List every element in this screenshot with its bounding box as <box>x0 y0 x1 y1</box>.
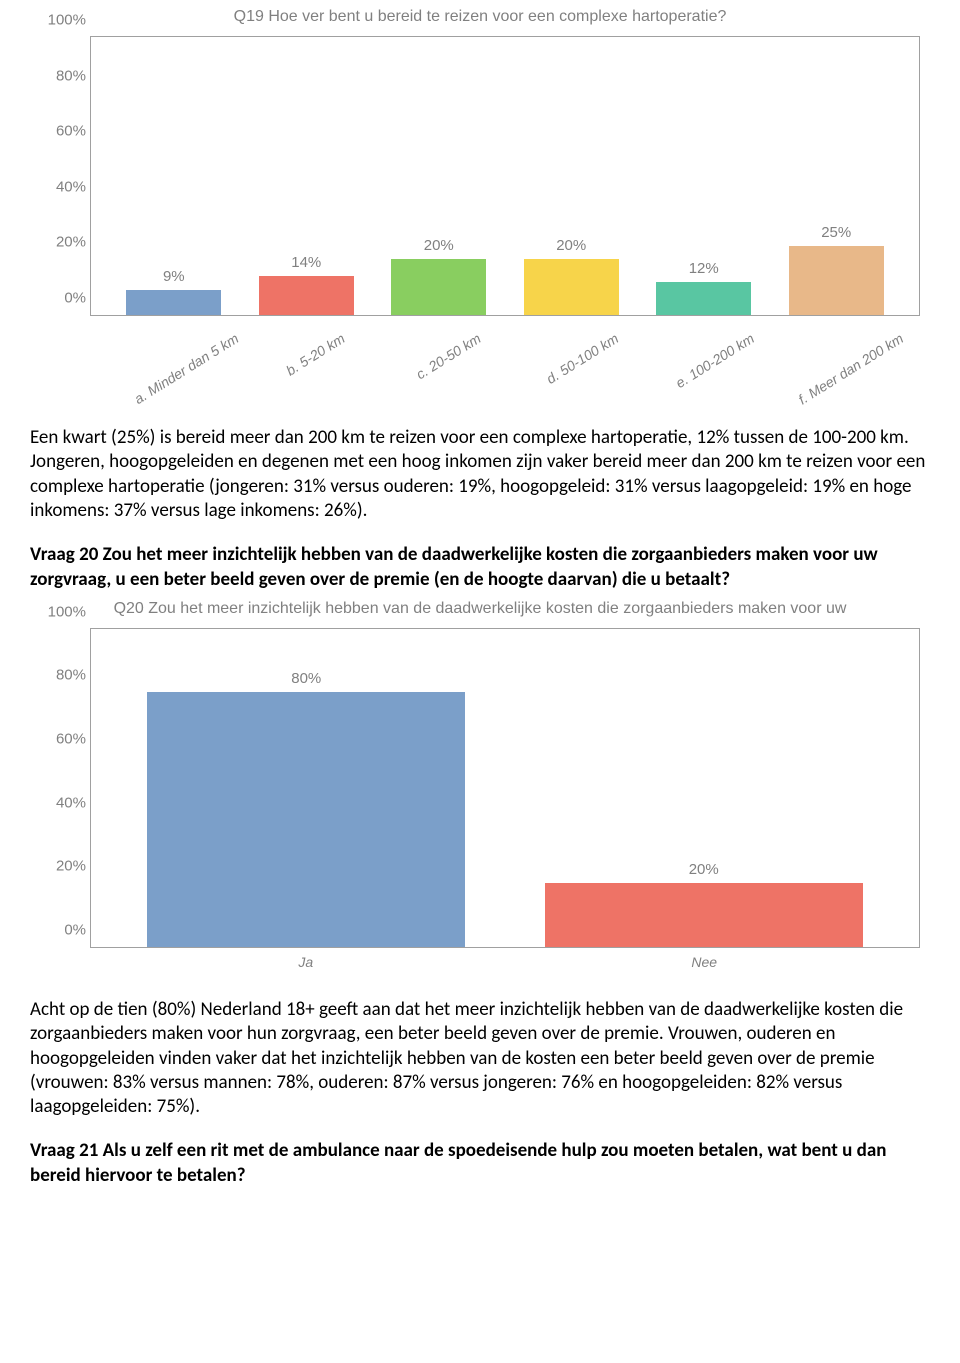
y-tick-label: 80% <box>56 667 86 684</box>
bar-slot: 20% <box>373 37 505 315</box>
bar-slot: 12% <box>637 37 769 315</box>
bar-value-label: 20% <box>424 237 454 254</box>
y-tick-label: 60% <box>56 731 86 748</box>
chart1-title: Q19 Hoe ver bent u bereid te reizen voor… <box>30 8 930 26</box>
question-20-heading: Vraag 20 Zou het meer inzichtelijk hebbe… <box>30 543 930 592</box>
y-tick-label: 0% <box>64 921 86 938</box>
chart1-x-axis: a. Minder dan 5 kmb. 5-20 kmc. 20-50 kmd… <box>90 322 920 412</box>
bar: 20% <box>391 259 486 315</box>
y-tick-label: 20% <box>56 234 86 251</box>
bar-slot: 9% <box>108 37 240 315</box>
bar-slot: 20% <box>505 629 902 947</box>
bar-value-label: 20% <box>689 861 719 878</box>
y-tick-label: 20% <box>56 858 86 875</box>
bar-value-label: 80% <box>291 670 321 687</box>
x-label-slot: a. Minder dan 5 km <box>107 322 240 412</box>
bar-value-label: 12% <box>689 260 719 277</box>
bar: 20% <box>524 259 619 315</box>
bar-slot: 20% <box>505 37 637 315</box>
bar-slot: 25% <box>770 37 902 315</box>
paragraph-2: Acht op de tien (80%) Nederland 18+ geef… <box>30 998 930 1120</box>
chart2-x-axis: Ja Nee <box>90 954 920 984</box>
chart2: 0%20%40%60%80%100% 80%20% JaNee <box>90 628 920 984</box>
bar: 80% <box>147 692 465 946</box>
bar: 20% <box>545 883 863 947</box>
y-tick-label: 80% <box>56 67 86 84</box>
bar-value-label: 20% <box>556 237 586 254</box>
x-label-slot: e. 100-200 km <box>638 322 771 412</box>
chart2-bars: 80% 20% <box>91 629 919 947</box>
x-label-slot: Ja <box>107 954 505 984</box>
chart2-title: Q20 Zou het meer inzichtelijk hebben van… <box>30 600 930 618</box>
chart1-bars: 9% 14% 20% 20% 12% 25% <box>91 37 919 315</box>
x-label-slot: d. 50-100 km <box>505 322 638 412</box>
y-tick-label: 0% <box>64 290 86 307</box>
bar-value-label: 9% <box>163 268 185 285</box>
chart1-y-axis: 0%20%40%60%80%100% <box>31 37 86 315</box>
question-21-heading: Vraag 21 Als u zelf een rit met de ambul… <box>30 1139 930 1188</box>
x-label-slot: c. 20-50 km <box>372 322 505 412</box>
bar: 12% <box>656 282 751 315</box>
bar: 9% <box>126 290 221 315</box>
bar-slot: 80% <box>108 629 505 947</box>
bar: 14% <box>259 276 354 315</box>
y-tick-label: 60% <box>56 123 86 140</box>
x-label-slot: Nee <box>505 954 903 984</box>
bar-value-label: 25% <box>821 224 851 241</box>
y-tick-label: 40% <box>56 794 86 811</box>
y-tick-label: 40% <box>56 178 86 195</box>
bar: 25% <box>789 246 884 316</box>
y-tick-label: 100% <box>48 603 86 620</box>
chart1-plot-area: 0%20%40%60%80%100% 9%14%20%20%12%25% <box>90 36 920 316</box>
x-tick-label: b. 5-20 km <box>283 330 387 441</box>
chart2-y-axis: 0%20%40%60%80%100% <box>31 629 86 947</box>
chart1: 0%20%40%60%80%100% 9%14%20%20%12%25% a. … <box>90 36 920 412</box>
x-tick-label: Ja <box>298 954 313 984</box>
y-tick-label: 100% <box>48 12 86 29</box>
bar-value-label: 14% <box>291 254 321 271</box>
x-tick-label: Nee <box>691 954 717 984</box>
chart2-plot-area: 0%20%40%60%80%100% 80%20% <box>90 628 920 948</box>
bar-slot: 14% <box>240 37 372 315</box>
